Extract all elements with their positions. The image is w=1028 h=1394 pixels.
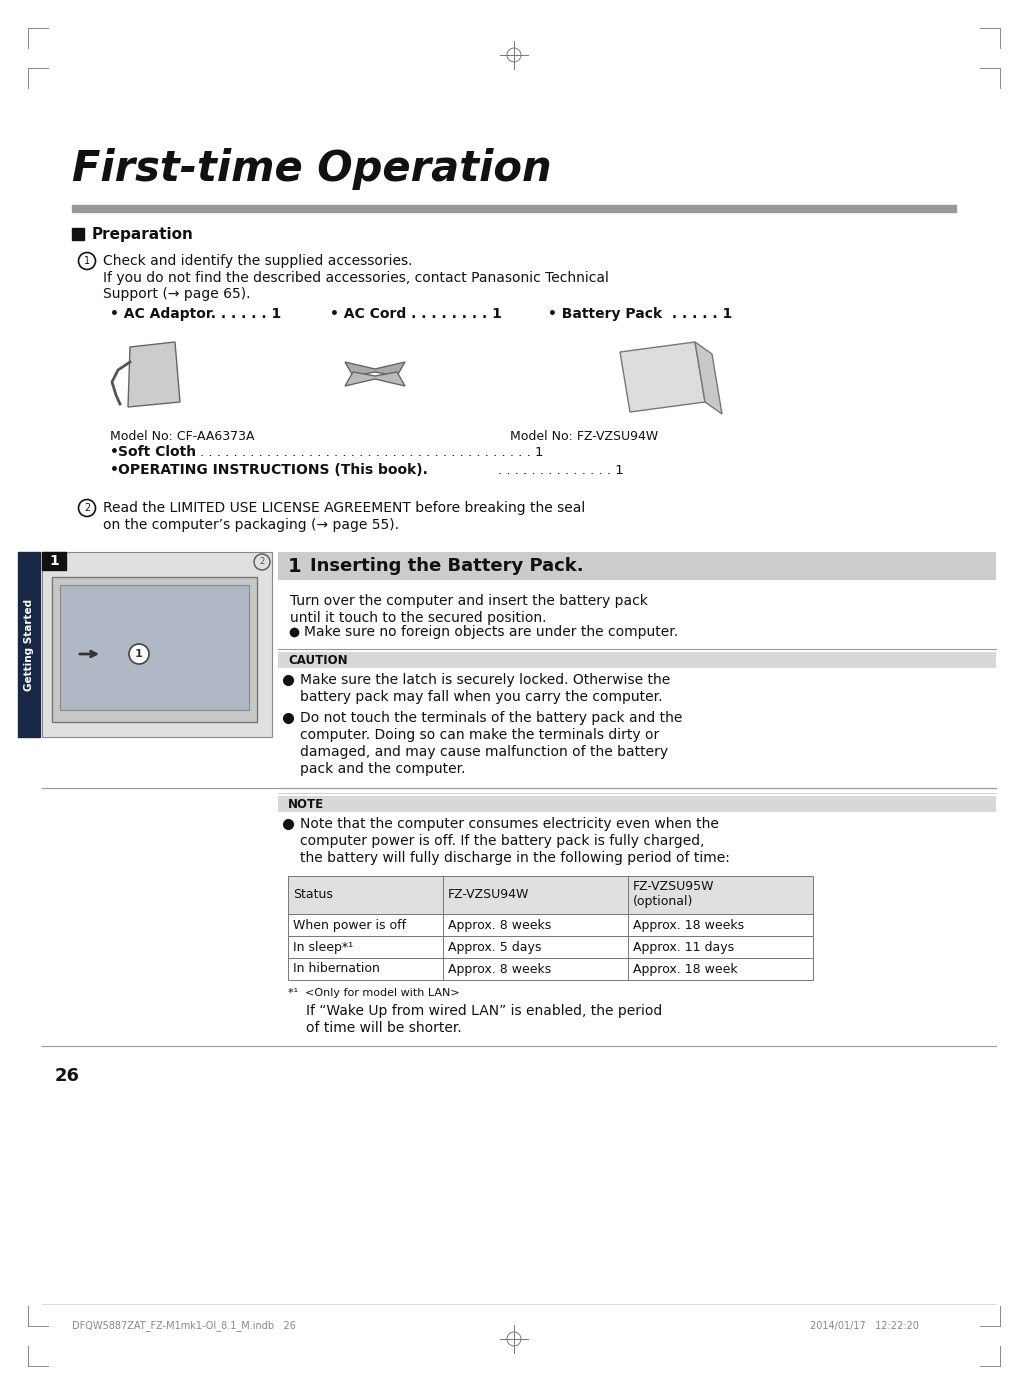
Text: pack and the computer.: pack and the computer. — [300, 763, 466, 776]
Text: Approx. 18 week: Approx. 18 week — [633, 962, 738, 976]
Text: 2: 2 — [84, 503, 90, 513]
Text: •: • — [110, 445, 123, 459]
Text: FZ-VZSU95W: FZ-VZSU95W — [633, 881, 714, 894]
Text: Approx. 5 days: Approx. 5 days — [448, 941, 542, 953]
Text: If you do not find the described accessories, contact Panasonic Technical: If you do not find the described accesso… — [103, 270, 609, 284]
Text: Approx. 8 weeks: Approx. 8 weeks — [448, 962, 551, 976]
Text: Turn over the computer and insert the battery pack: Turn over the computer and insert the ba… — [290, 594, 648, 608]
Bar — [278, 552, 996, 580]
Text: Make sure the latch is securely locked. Otherwise the: Make sure the latch is securely locked. … — [300, 673, 670, 687]
Text: computer. Doing so can make the terminals dirty or: computer. Doing so can make the terminal… — [300, 728, 659, 742]
Text: 26: 26 — [56, 1066, 80, 1085]
Text: • AC Adaptor. . . . . . 1: • AC Adaptor. . . . . . 1 — [110, 307, 282, 321]
Bar — [278, 796, 996, 811]
Text: Support (→ page 65).: Support (→ page 65). — [103, 287, 251, 301]
Text: • Battery Pack  . . . . . 1: • Battery Pack . . . . . 1 — [548, 307, 732, 321]
Text: 2014/01/17   12:22:20: 2014/01/17 12:22:20 — [810, 1322, 919, 1331]
Text: damaged, and may cause malfunction of the battery: damaged, and may cause malfunction of th… — [300, 744, 668, 758]
Polygon shape — [345, 372, 405, 386]
Text: *¹  <Only for model with LAN>: *¹ <Only for model with LAN> — [288, 988, 460, 998]
Polygon shape — [695, 342, 722, 414]
Circle shape — [128, 644, 149, 664]
Text: •: • — [110, 463, 123, 477]
Text: 1: 1 — [49, 553, 59, 567]
Text: . . . . . . . . . . . . . . . . . . . . . . . . . . . . . . . . . . . . . . . . : . . . . . . . . . . . . . . . . . . . . … — [200, 446, 544, 459]
Text: Preparation: Preparation — [91, 226, 194, 241]
Bar — [60, 585, 249, 710]
Text: • AC Cord . . . . . . . . 1: • AC Cord . . . . . . . . 1 — [330, 307, 502, 321]
Text: 1: 1 — [288, 556, 301, 576]
Text: DFQW5887ZAT_FZ-M1mk1-OI_8.1_M.indb   26: DFQW5887ZAT_FZ-M1mk1-OI_8.1_M.indb 26 — [72, 1320, 296, 1331]
Text: If “Wake Up from wired LAN” is enabled, the period: If “Wake Up from wired LAN” is enabled, … — [306, 1004, 662, 1018]
Text: Make sure no foreign objects are under the computer.: Make sure no foreign objects are under t… — [304, 625, 678, 638]
Text: Read the LIMITED USE LICENSE AGREEMENT before breaking the seal: Read the LIMITED USE LICENSE AGREEMENT b… — [103, 500, 585, 514]
Text: FZ-VZSU94W: FZ-VZSU94W — [448, 888, 529, 902]
Bar — [288, 935, 813, 958]
Text: Note that the computer consumes electricity even when the: Note that the computer consumes electric… — [300, 817, 719, 831]
Text: (optional): (optional) — [633, 895, 693, 907]
Bar — [42, 552, 66, 570]
Text: until it touch to the secured position.: until it touch to the secured position. — [290, 611, 547, 625]
Text: Status: Status — [293, 888, 333, 902]
Bar — [19, 552, 40, 737]
Bar — [72, 229, 84, 240]
Text: Model No: CF-AA6373A: Model No: CF-AA6373A — [110, 429, 255, 443]
Text: When power is off: When power is off — [293, 919, 406, 931]
Text: on the computer’s packaging (→ page 55).: on the computer’s packaging (→ page 55). — [103, 519, 399, 533]
Bar — [288, 914, 813, 935]
Text: the battery will fully discharge in the following period of time:: the battery will fully discharge in the … — [300, 850, 730, 866]
Text: First-time Operation: First-time Operation — [72, 148, 552, 190]
Bar — [288, 958, 813, 980]
Text: In hibernation: In hibernation — [293, 962, 380, 976]
Bar — [288, 875, 813, 914]
Text: Model No: FZ-VZSU94W: Model No: FZ-VZSU94W — [510, 429, 658, 443]
Text: Soft Cloth: Soft Cloth — [118, 445, 196, 459]
Bar — [278, 652, 996, 668]
Text: of time will be shorter.: of time will be shorter. — [306, 1020, 462, 1034]
Text: 2: 2 — [259, 558, 264, 566]
Text: battery pack may fall when you carry the computer.: battery pack may fall when you carry the… — [300, 690, 662, 704]
Bar — [52, 577, 257, 722]
Text: Approx. 18 weeks: Approx. 18 weeks — [633, 919, 744, 931]
Text: Approx. 8 weeks: Approx. 8 weeks — [448, 919, 551, 931]
Polygon shape — [620, 342, 705, 413]
Text: Inserting the Battery Pack.: Inserting the Battery Pack. — [310, 558, 584, 574]
Polygon shape — [128, 342, 180, 407]
Bar — [72, 205, 956, 212]
Text: 1: 1 — [84, 256, 90, 266]
Text: Approx. 11 days: Approx. 11 days — [633, 941, 734, 953]
Text: Do not touch the terminals of the battery pack and the: Do not touch the terminals of the batter… — [300, 711, 683, 725]
Bar — [42, 552, 272, 737]
Text: Check and identify the supplied accessories.: Check and identify the supplied accessor… — [103, 254, 412, 268]
Text: CAUTION: CAUTION — [288, 654, 347, 666]
Text: . . . . . . . . . . . . . . 1: . . . . . . . . . . . . . . 1 — [498, 463, 624, 477]
Text: OPERATING INSTRUCTIONS (This book).: OPERATING INSTRUCTIONS (This book). — [118, 463, 428, 477]
Text: 1: 1 — [135, 650, 143, 659]
Text: computer power is off. If the battery pack is fully charged,: computer power is off. If the battery pa… — [300, 834, 704, 848]
Text: NOTE: NOTE — [288, 797, 324, 810]
Text: Getting Started: Getting Started — [24, 598, 34, 690]
Polygon shape — [345, 362, 405, 376]
Text: In sleep*¹: In sleep*¹ — [293, 941, 354, 953]
